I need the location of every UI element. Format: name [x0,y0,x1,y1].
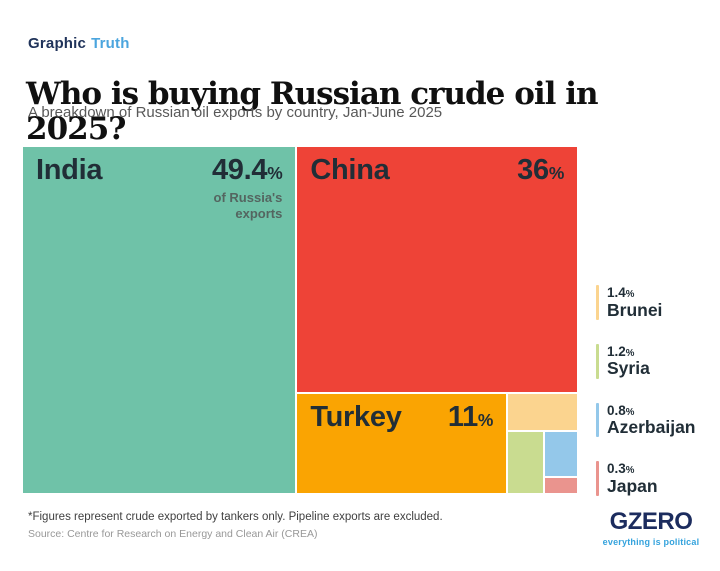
treemap-tile-syria [507,431,545,494]
kicker-graphic: Graphic [28,35,87,52]
tile-country-label: India [36,154,103,186]
tile-value: 36% [517,154,564,186]
legend-item-brunei: 1.4% Brunei [596,285,696,320]
percent-sign: % [625,465,635,477]
treemap-tile-azerbaijan [544,431,578,477]
page-subtitle: A breakdown of Russian oil exports by co… [28,104,443,121]
gzero-logo[interactable]: GZERO everything is political [601,508,701,548]
tile-value: 0.3% [607,461,635,477]
percent-sign: % [477,410,494,431]
legend-swatch [596,402,599,438]
legend-item-azerbaijan: 0.8% Azerbaijan [596,402,696,438]
percent-sign: % [267,163,283,183]
footnote: *Figures represent crude exported by tan… [28,511,443,523]
legend-country-label: Azerbaijan [607,417,696,438]
legend-item-japan: 0.3% Japan [596,461,696,497]
tile-country-label: Turkey [310,401,402,434]
page-title: Who is buying Russian crude oil in 2025? [26,75,599,148]
percent-sign: % [548,163,564,183]
tile-value-column: 36% [517,154,564,187]
tile-country-label: China [310,154,390,186]
gzero-logo-text: GZERO [609,508,693,535]
legend-item-syria: 1.2% Syria [596,343,696,379]
legend-text: 0.8% Azerbaijan [607,403,696,438]
tile-value: 1.4% [607,285,635,300]
tile-value: 0.8% [607,402,635,418]
treemap-legend: 1.4% Brunei 1.2% Syria 0.8% Azerbaijan 0.3% Jap… [596,285,696,497]
tile-value: 11% [447,401,494,434]
treemap-tile-turkey: Turkey 11% [296,393,508,494]
source-credit: Source: Centre for Research on Energy an… [28,528,318,540]
legend-country-label: Brunei [607,299,663,320]
legend-country-label: Japan [607,475,658,496]
tile-value: 49.4% [211,154,283,186]
treemap-tile-china: China 36% [296,146,578,394]
legend-swatch [596,343,599,379]
legend-swatch [596,461,599,497]
kicker: Graphic Truth [28,35,130,52]
tile-value: 1.2% [607,343,635,359]
legend-text: 1.2% Syria [607,344,650,379]
legend-swatch [596,285,599,320]
treemap-tile-india: India 49.4% of Russia's exports [22,146,297,494]
tile-value-column: 49.4% of Russia's exports [190,154,283,222]
treemap-tile-brunei [507,393,578,432]
gzero-logo-tagline: everything is political [602,537,700,547]
tile-value-column: 11% [447,401,494,434]
treemap-chart: India 49.4% of Russia's exports China 36% Tur… [22,146,578,494]
legend-country-label: Syria [607,358,650,379]
legend-text: 1.4% Brunei [607,285,662,320]
percent-sign: % [625,289,635,300]
percent-sign: % [625,406,635,418]
treemap-tile-japan [544,476,578,494]
kicker-truth: Truth [91,35,130,52]
tile-sub-label: of Russia's exports [213,190,283,221]
legend-text: 0.3% Japan [607,461,658,496]
percent-sign: % [625,347,635,359]
